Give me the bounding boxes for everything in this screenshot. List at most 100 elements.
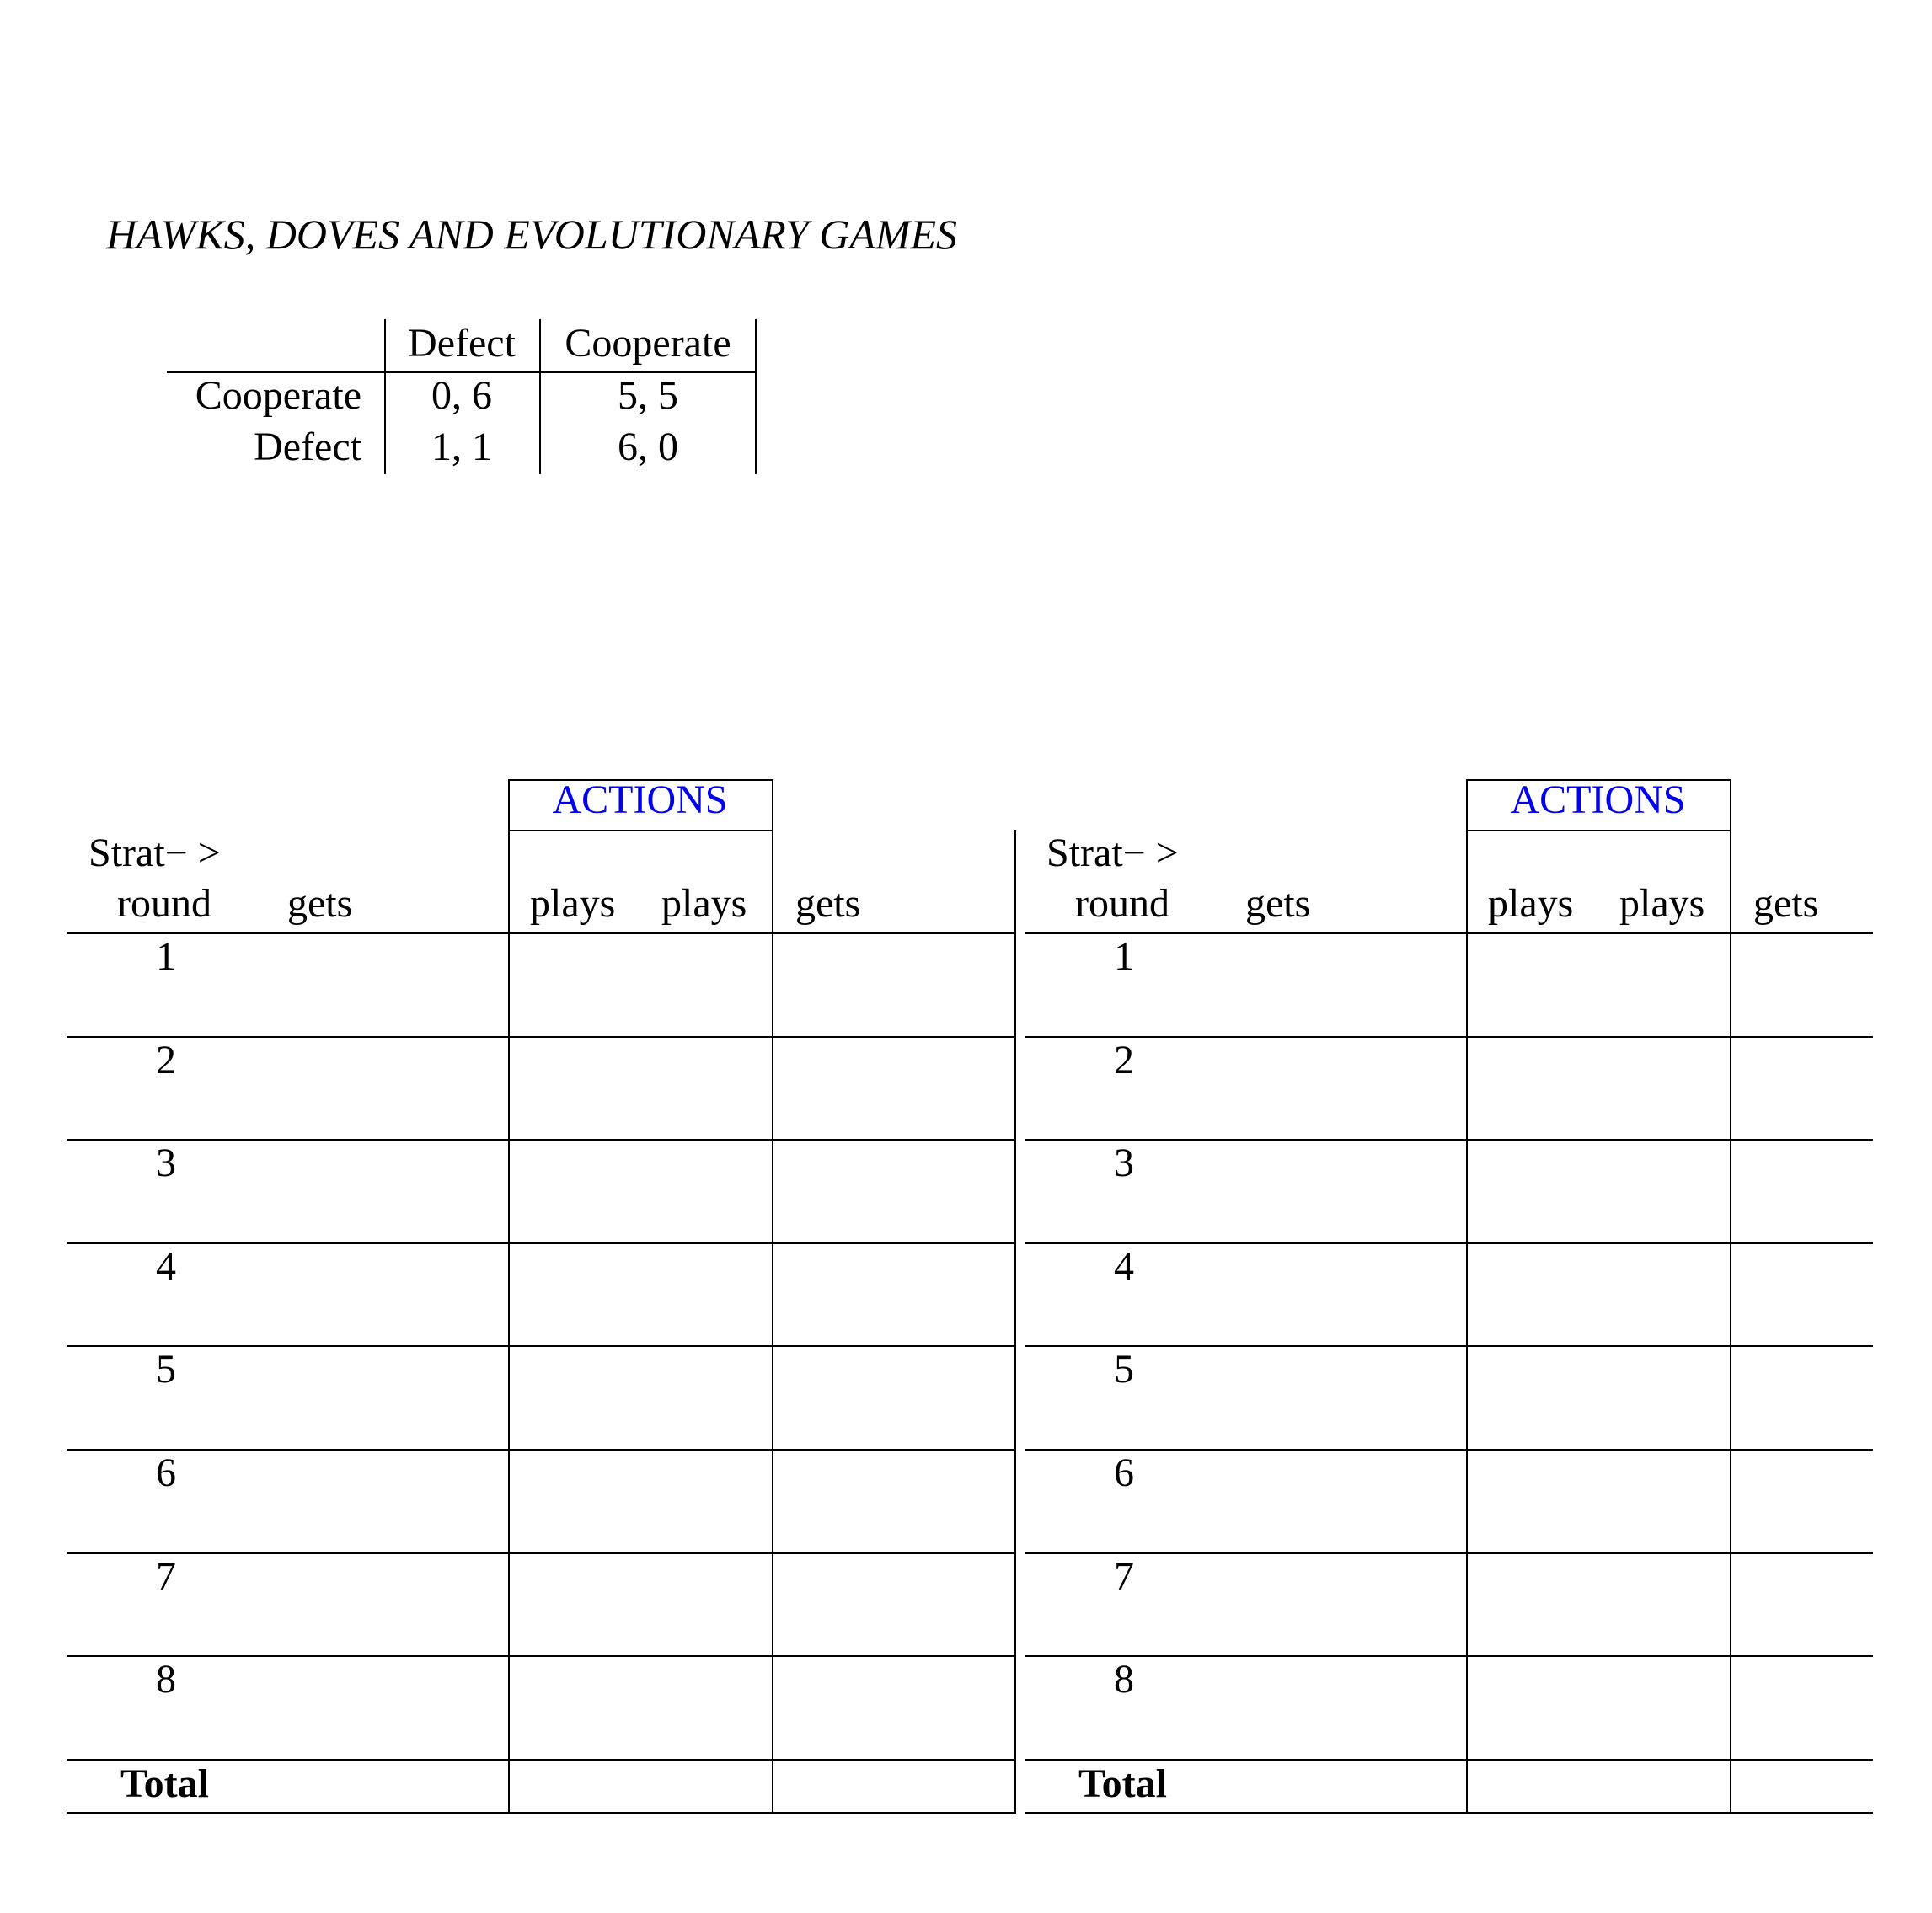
round-number: 1 — [156, 934, 176, 979]
actions-cell[interactable] — [510, 1451, 772, 1551]
divider — [1466, 779, 1468, 1812]
gets-cell[interactable] — [67, 1554, 508, 1654]
gets-cell[interactable] — [1025, 1038, 1466, 1138]
divider — [508, 779, 773, 781]
actions-cell[interactable] — [510, 1554, 772, 1654]
actions-cell[interactable] — [1468, 1554, 1730, 1654]
column-header-plays: plays — [530, 881, 616, 926]
divider — [384, 319, 386, 474]
divider — [508, 830, 773, 831]
payoff-cell: 0, 6 — [431, 373, 492, 418]
gets-cell[interactable] — [773, 1141, 1014, 1241]
column-header-gets: gets — [1245, 881, 1311, 926]
actions-cell[interactable] — [1468, 934, 1730, 1034]
gets-cell[interactable] — [1025, 1141, 1466, 1241]
divider — [1025, 1036, 1873, 1038]
gets-cell[interactable] — [1731, 1244, 1871, 1344]
strat-label: Strat− > — [88, 831, 221, 875]
gets-cell[interactable] — [1731, 934, 1871, 1034]
round-number: 2 — [156, 1037, 176, 1082]
gets-cell[interactable] — [1731, 1038, 1871, 1138]
round-number: 1 — [1114, 934, 1134, 979]
divider — [1466, 779, 1731, 781]
gets-cell[interactable] — [67, 1657, 508, 1757]
divider — [1025, 1449, 1873, 1451]
round-number: 4 — [1114, 1243, 1134, 1289]
divider — [67, 1345, 1016, 1347]
gets-cell[interactable] — [1731, 1347, 1871, 1447]
actions-cell[interactable] — [510, 1038, 772, 1138]
actions-cell[interactable] — [510, 1244, 772, 1344]
actions-label: ACTIONS — [552, 777, 728, 822]
actions-cell[interactable] — [1468, 1244, 1730, 1344]
column-header-gets: gets — [795, 881, 861, 926]
actions-cell[interactable] — [1468, 1451, 1730, 1551]
gets-cell[interactable] — [773, 1038, 1014, 1138]
divider — [1025, 1552, 1873, 1554]
gets-cell[interactable] — [1025, 1451, 1466, 1551]
column-header-round: round — [117, 881, 211, 926]
actions-label: ACTIONS — [1510, 777, 1686, 822]
round-number: 7 — [156, 1553, 176, 1599]
round-number: 6 — [1114, 1451, 1134, 1495]
row-label: Cooperate — [195, 373, 361, 418]
round-number: 8 — [1114, 1657, 1134, 1702]
divider — [1025, 1759, 1873, 1761]
divider — [1025, 1812, 1873, 1814]
gets-cell[interactable] — [1025, 1347, 1466, 1447]
actions-cell[interactable] — [1468, 1657, 1730, 1757]
gets-cell[interactable] — [67, 1347, 508, 1447]
gets-cell[interactable] — [773, 1244, 1014, 1344]
column-header-plays: plays — [1619, 881, 1705, 926]
divider — [67, 1242, 1016, 1244]
column-header-gets: gets — [287, 881, 353, 926]
gets-cell[interactable] — [773, 1347, 1014, 1447]
divider — [167, 371, 757, 373]
divider — [67, 1655, 1016, 1657]
actions-cell[interactable] — [1468, 1038, 1730, 1138]
row-label: Defect — [254, 425, 361, 469]
column-header: Cooperate — [565, 321, 731, 366]
actions-cell[interactable] — [1468, 1141, 1730, 1241]
round-number: 2 — [1114, 1037, 1134, 1082]
gets-cell[interactable] — [67, 1038, 508, 1138]
divider — [1014, 830, 1016, 1812]
gets-cell[interactable] — [773, 1451, 1014, 1551]
gets-cell[interactable] — [1731, 1554, 1871, 1654]
gets-cell[interactable] — [67, 1451, 508, 1551]
gets-cell[interactable] — [773, 1554, 1014, 1654]
payoff-cell: 6, 0 — [618, 425, 678, 469]
divider — [772, 779, 773, 1812]
page-title: HAWKS, DOVES AND EVOLUTIONARY GAMES — [106, 211, 958, 258]
divider — [1466, 830, 1731, 831]
divider — [1025, 1345, 1873, 1347]
gets-cell[interactable] — [1025, 934, 1466, 1034]
round-number: 3 — [156, 1141, 176, 1186]
total-label: Total — [120, 1761, 209, 1806]
gets-cell[interactable] — [67, 1141, 508, 1241]
round-number: 5 — [156, 1347, 176, 1392]
gets-cell[interactable] — [773, 1657, 1014, 1757]
divider — [67, 1449, 1016, 1451]
payoff-cell: 1, 1 — [431, 425, 492, 469]
actions-cell[interactable] — [510, 934, 772, 1034]
actions-cell[interactable] — [510, 1657, 772, 1757]
actions-cell[interactable] — [510, 1347, 772, 1447]
divider — [67, 1036, 1016, 1038]
gets-cell[interactable] — [1025, 1657, 1466, 1757]
gets-cell[interactable] — [1731, 1451, 1871, 1551]
gets-cell[interactable] — [67, 1244, 508, 1344]
actions-cell[interactable] — [510, 1141, 772, 1241]
total-label: Total — [1078, 1761, 1167, 1806]
divider — [1730, 779, 1731, 1812]
gets-cell[interactable] — [1731, 1141, 1871, 1241]
divider — [67, 1552, 1016, 1554]
gets-cell[interactable] — [67, 934, 508, 1034]
gets-cell[interactable] — [1025, 1554, 1466, 1654]
gets-cell[interactable] — [773, 934, 1014, 1034]
gets-cell[interactable] — [1025, 1244, 1466, 1344]
gets-cell[interactable] — [1731, 1657, 1871, 1757]
round-number: 8 — [156, 1657, 176, 1702]
round-number: 5 — [1114, 1347, 1134, 1392]
actions-cell[interactable] — [1468, 1347, 1730, 1447]
